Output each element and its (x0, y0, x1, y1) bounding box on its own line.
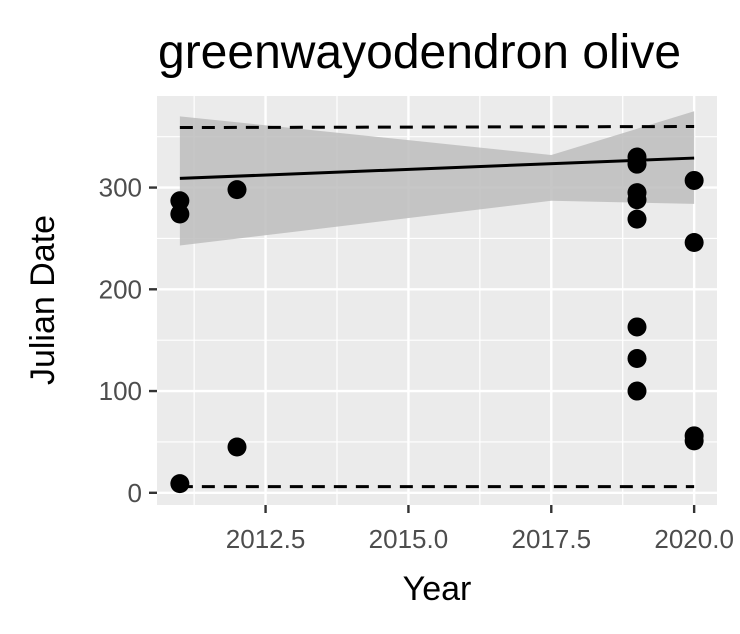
y-tick-label: 0 (128, 478, 142, 508)
y-axis: 0 100 200 300 (99, 173, 157, 508)
y-tick-label: 300 (99, 173, 142, 203)
x-tick-label: 2015.0 (369, 524, 449, 554)
data-point (627, 381, 647, 401)
data-point (627, 348, 647, 368)
confidence-ribbon-layer (179, 111, 695, 246)
x-tick-label: 2017.5 (512, 524, 592, 554)
data-point (227, 180, 247, 200)
y-tick-label: 200 (99, 274, 142, 304)
chart-title: greenwayodendron olive (158, 26, 681, 79)
confidence-ribbon (179, 111, 695, 246)
dashed-line-upper (179, 125, 695, 130)
y-axis-title: Julian Date (24, 215, 62, 385)
bound-lines-layer (179, 125, 695, 489)
x-tick-label: 2020.0 (654, 524, 734, 554)
data-point (627, 317, 647, 337)
data-point (170, 474, 190, 494)
y-tick-label: 100 (99, 376, 142, 406)
data-point (627, 154, 647, 174)
data-point (684, 170, 704, 190)
data-point (227, 437, 247, 457)
points-layer (170, 147, 704, 494)
data-point (170, 204, 190, 224)
data-point (170, 191, 190, 211)
fit-line-layer (179, 156, 695, 180)
x-axis: 2012.5 2015.0 2017.5 2020.0 (226, 505, 734, 554)
x-tick-label: 2012.5 (226, 524, 306, 554)
fit-line (179, 156, 695, 180)
data-point (684, 233, 704, 253)
data-point (627, 190, 647, 210)
data-point (627, 209, 647, 229)
data-point (684, 431, 704, 451)
x-axis-title: Year (403, 570, 472, 608)
